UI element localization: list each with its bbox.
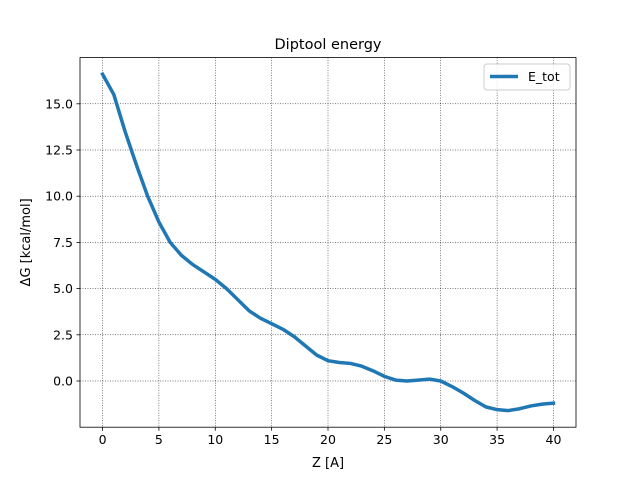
series-line-E_tot [100,71,556,413]
x-tick-label: 10 [207,432,223,447]
x-tick-label: 40 [546,432,562,447]
x-tick-label: 0 [99,432,107,447]
x-tick-label: 30 [433,432,449,447]
y-tick-label: 0.0 [53,374,73,389]
chart-title: Diptool energy [275,37,382,53]
y-axis: 0.0 2.5 5.0 7.5 10.0 12.5 15.0 [45,96,80,389]
x-tick-label: 15 [264,432,280,447]
grid [80,57,576,428]
legend-box [483,63,571,91]
y-tick-label: 15.0 [45,96,73,111]
series-layer [100,71,556,413]
x-axis: 0 5 10 15 20 25 30 35 40 [99,427,562,447]
x-tick-label: 35 [489,432,505,447]
y-tick-label: 7.5 [53,235,73,250]
y-tick-label: 5.0 [53,281,73,296]
legend: E_tot [483,63,571,91]
x-tick-label: 20 [320,432,336,447]
y-axis-label: ΔG [kcal/mol] [19,198,34,286]
y-tick-label: 10.0 [45,189,73,204]
x-tick-label: 25 [376,432,392,447]
y-tick-label: 2.5 [53,327,73,342]
x-axis-label: Z [A] [312,456,344,471]
legend-label: E_tot [528,69,560,84]
x-tick-label: 5 [155,432,163,447]
y-tick-label: 12.5 [45,143,73,158]
